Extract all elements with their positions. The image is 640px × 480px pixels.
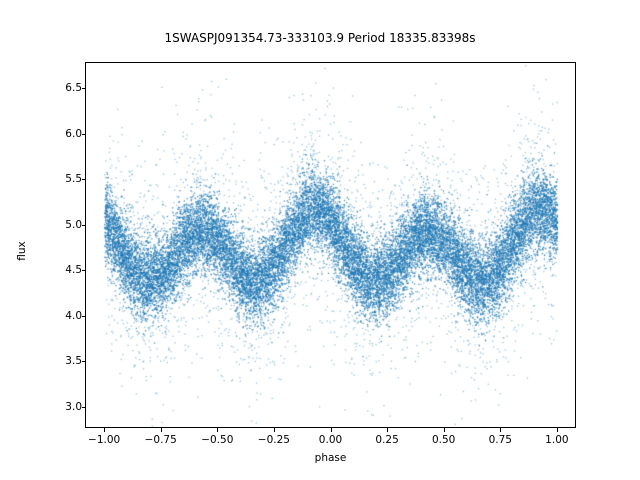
y-tick-label: 3.0 [65,400,82,413]
y-tick-mark [81,270,85,271]
y-tick-mark [81,88,85,89]
x-tick-mark [217,428,218,432]
x-tick-label: 0.75 [488,434,512,446]
x-tick-label: −0.25 [257,434,290,446]
y-tick-label: 3.5 [65,355,82,368]
x-tick-mark [387,428,388,432]
x-tick-label: 0.00 [318,434,343,446]
y-tick-mark [81,407,85,408]
y-tick-label: 4.0 [65,309,82,322]
plot-area[interactable] [85,62,576,428]
x-tick-mark [331,428,332,432]
x-tick-mark [557,428,558,432]
y-tick-label: 6.5 [65,82,82,95]
y-tick-label: 5.5 [65,173,82,186]
y-axis-label: flux [16,241,28,261]
x-tick-label: −0.50 [201,434,234,446]
x-axis-label: phase [314,452,347,464]
y-tick-mark [81,179,85,180]
y-tick-label: 4.5 [65,264,82,277]
x-tick-label: 1.00 [545,434,569,446]
y-tick-mark [81,361,85,362]
x-tick-label: 0.25 [375,434,399,446]
y-tick-mark [81,134,85,135]
x-tick-mark [500,428,501,432]
y-tick-label: 6.0 [65,127,82,140]
y-tick-mark [81,225,85,226]
x-tick-label: −0.75 [144,434,177,446]
y-tick-label: 5.0 [65,218,82,231]
page-title: 1SWASPJ091354.73-333103.9 Period 18335.8… [164,31,476,45]
x-tick-label: 0.50 [431,434,456,446]
y-tick-mark [81,316,85,317]
x-tick-label: −1.00 [88,434,121,446]
x-tick-mark [444,428,445,432]
scatter-plot [86,63,575,427]
x-tick-mark [104,428,105,432]
x-tick-mark [274,428,275,432]
x-tick-mark [161,428,162,432]
